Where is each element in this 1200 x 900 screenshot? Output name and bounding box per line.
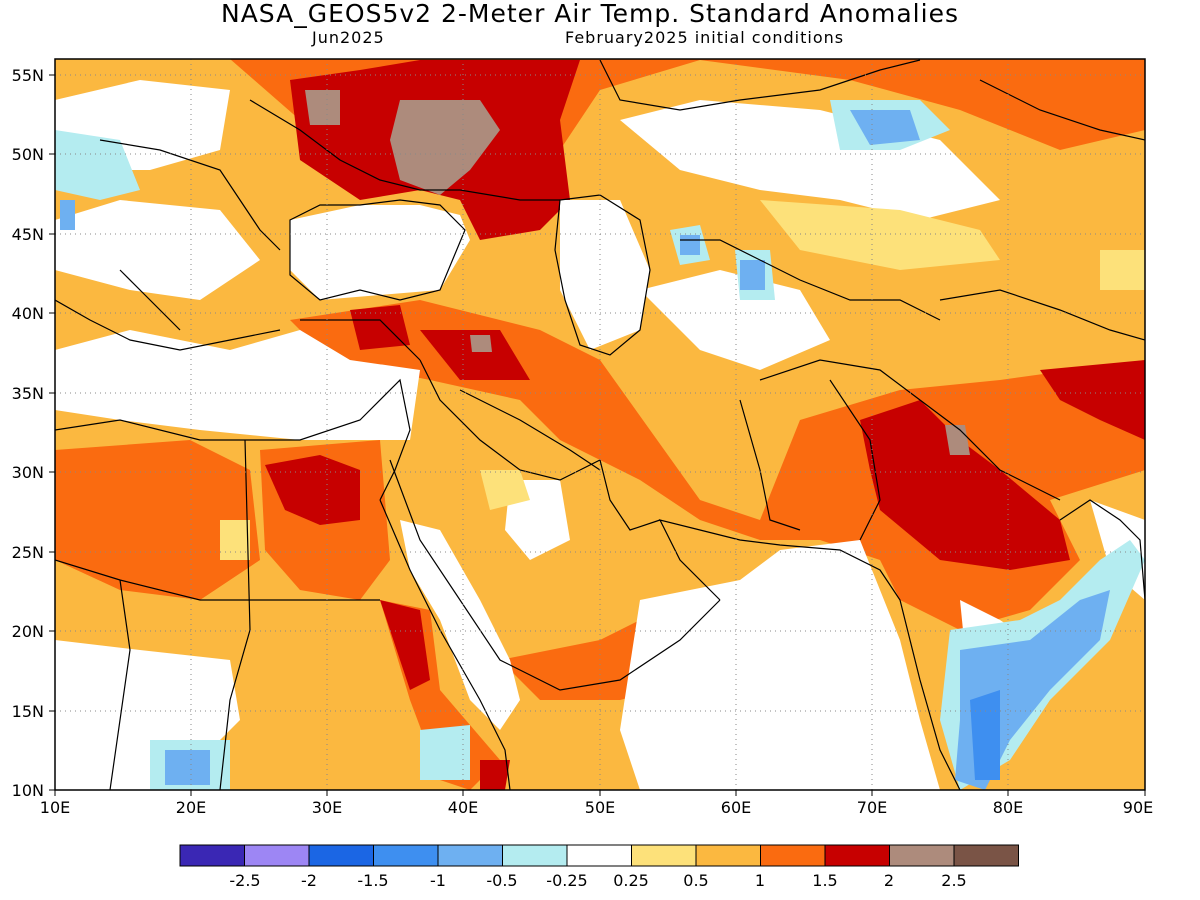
colorbar-label: 2 xyxy=(884,871,894,890)
colorbar-labels: -2.5 -2 -1.5 -1 -0.5 -0.25 0.25 0.5 1 1.… xyxy=(229,871,966,890)
initial-conditions-label: February2025 initial conditions xyxy=(565,28,845,47)
lon-label: 80E xyxy=(993,798,1023,817)
lon-label: 50E xyxy=(585,798,615,817)
forecast-month: Jun2025 xyxy=(312,28,385,47)
colorbar-swatch xyxy=(566,844,632,867)
lat-label: 50N xyxy=(12,145,44,164)
colorbar-label: -2.5 xyxy=(229,871,260,890)
lat-label: 35N xyxy=(12,384,44,403)
lon-label: 40E xyxy=(448,798,478,817)
lat-label: 55N xyxy=(12,66,44,85)
lat-label: 30N xyxy=(12,463,44,482)
lat-label: 25N xyxy=(12,543,44,562)
colorbar-swatch xyxy=(308,844,374,867)
longitude-labels: 10E 20E 30E 40E 50E 60E 70E 80E 90E xyxy=(40,798,1153,817)
colorbar-label: 0.5 xyxy=(683,871,708,890)
anomaly-fields xyxy=(55,59,1145,790)
lon-label: 20E xyxy=(176,798,206,817)
lon-label: 90E xyxy=(1123,798,1153,817)
colorbar-swatch xyxy=(760,844,826,867)
colorbar-label: 2.5 xyxy=(941,871,966,890)
lat-label: 15N xyxy=(12,702,44,721)
map-title: NASA_GEOS5v2 2-Meter Air Temp. Standard … xyxy=(221,0,959,28)
colorbar xyxy=(179,844,1019,867)
lat-label: 40N xyxy=(12,304,44,323)
tick-marks xyxy=(49,74,1146,796)
coastlines xyxy=(55,59,1145,790)
colorbar-swatch xyxy=(631,844,697,867)
grid-lines xyxy=(55,59,1145,790)
colorbar-label: -2 xyxy=(301,871,317,890)
colorbar-swatch xyxy=(824,844,890,867)
colorbar-swatch xyxy=(179,844,245,867)
lat-label: 20N xyxy=(12,622,44,641)
colorbar-swatch xyxy=(953,844,1019,867)
colorbar-swatch xyxy=(244,844,310,867)
colorbar-label: 1.5 xyxy=(812,871,837,890)
colorbar-label: -1.5 xyxy=(357,871,388,890)
colorbar-label: 1 xyxy=(755,871,765,890)
lon-label: 30E xyxy=(312,798,342,817)
colorbar-swatch xyxy=(502,844,568,867)
colorbar-swatch xyxy=(695,844,761,867)
lon-label: 10E xyxy=(40,798,70,817)
colorbar-label: -1 xyxy=(430,871,446,890)
lon-label: 60E xyxy=(721,798,751,817)
lon-label: 70E xyxy=(857,798,887,817)
latitude-labels: 55N 50N 45N 40N 35N 30N 25N 20N 15N 10N xyxy=(12,66,44,800)
colorbar-label: -0.5 xyxy=(486,871,517,890)
colorbar-swatch xyxy=(889,844,955,867)
colorbar-swatch xyxy=(437,844,503,867)
lat-label: 45N xyxy=(12,225,44,244)
colorbar-swatch xyxy=(373,844,439,867)
lat-label: 10N xyxy=(12,781,44,800)
colorbar-label: 0.25 xyxy=(613,871,649,890)
colorbar-label: -0.25 xyxy=(546,871,587,890)
